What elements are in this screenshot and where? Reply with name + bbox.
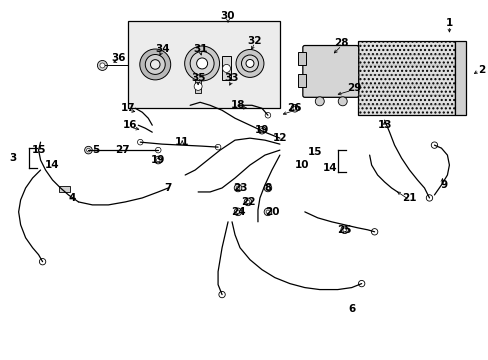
Circle shape — [290, 104, 298, 112]
Text: 36: 36 — [111, 54, 125, 63]
Text: 14: 14 — [45, 160, 60, 170]
Circle shape — [196, 58, 207, 69]
Text: 27: 27 — [115, 145, 129, 155]
Text: 19: 19 — [151, 155, 165, 165]
Bar — [297, 53, 305, 66]
Circle shape — [264, 208, 271, 216]
Text: 1: 1 — [445, 18, 452, 28]
Circle shape — [245, 59, 253, 67]
Text: 4: 4 — [69, 193, 76, 203]
Bar — [357, 41, 454, 115]
Circle shape — [265, 186, 269, 190]
Circle shape — [245, 200, 249, 204]
Text: 19: 19 — [254, 125, 268, 135]
Text: 14: 14 — [322, 163, 336, 173]
Circle shape — [140, 49, 170, 80]
Text: 5: 5 — [92, 145, 99, 155]
Text: 3: 3 — [9, 153, 16, 163]
Text: 2: 2 — [477, 66, 484, 76]
Text: 17: 17 — [121, 103, 135, 113]
Text: 26: 26 — [287, 103, 302, 113]
Circle shape — [145, 54, 165, 75]
Circle shape — [264, 112, 270, 118]
Text: 10: 10 — [294, 160, 308, 170]
Circle shape — [315, 97, 324, 106]
Circle shape — [342, 228, 346, 231]
Text: 15: 15 — [31, 145, 46, 155]
Circle shape — [236, 50, 264, 77]
Text: 6: 6 — [347, 305, 355, 315]
Circle shape — [265, 210, 269, 214]
Bar — [297, 75, 305, 87]
Circle shape — [184, 46, 219, 81]
Text: 11: 11 — [175, 137, 189, 147]
Circle shape — [264, 184, 271, 192]
Text: 23: 23 — [232, 183, 247, 193]
Circle shape — [260, 129, 263, 132]
Text: 31: 31 — [192, 44, 207, 54]
Text: 8: 8 — [264, 183, 271, 193]
Text: 29: 29 — [347, 84, 361, 93]
Circle shape — [292, 107, 296, 110]
Circle shape — [244, 198, 251, 206]
Text: 12: 12 — [272, 133, 286, 143]
Circle shape — [234, 208, 241, 216]
Circle shape — [190, 51, 214, 75]
Circle shape — [97, 60, 107, 71]
Circle shape — [84, 146, 92, 154]
Circle shape — [150, 60, 160, 69]
Circle shape — [137, 139, 143, 145]
Text: 25: 25 — [337, 225, 351, 235]
Bar — [222, 57, 230, 80]
Text: 21: 21 — [402, 193, 416, 203]
Circle shape — [234, 184, 241, 192]
Circle shape — [358, 280, 364, 287]
Text: 34: 34 — [155, 44, 169, 54]
Circle shape — [340, 226, 348, 234]
Circle shape — [86, 148, 90, 152]
Text: 24: 24 — [230, 207, 245, 217]
Circle shape — [154, 156, 162, 164]
Circle shape — [430, 142, 437, 148]
Circle shape — [219, 291, 225, 298]
Circle shape — [241, 55, 258, 72]
Circle shape — [85, 147, 91, 153]
Circle shape — [155, 147, 161, 153]
Bar — [128, 21, 279, 108]
FancyBboxPatch shape — [302, 45, 358, 97]
Circle shape — [222, 64, 230, 72]
Circle shape — [426, 195, 432, 201]
Text: 33: 33 — [224, 73, 239, 84]
Text: 15: 15 — [307, 147, 322, 157]
Circle shape — [258, 126, 265, 134]
Text: 20: 20 — [264, 207, 279, 217]
Bar — [195, 80, 201, 93]
Text: 30: 30 — [221, 11, 235, 21]
Circle shape — [194, 82, 202, 90]
Circle shape — [40, 258, 46, 265]
Text: 32: 32 — [247, 36, 262, 46]
Text: 9: 9 — [440, 180, 447, 190]
Circle shape — [236, 210, 239, 214]
Circle shape — [100, 63, 105, 68]
Text: 7: 7 — [164, 183, 172, 193]
Circle shape — [156, 158, 160, 162]
Circle shape — [215, 144, 221, 150]
Circle shape — [338, 97, 346, 106]
Text: 22: 22 — [240, 197, 255, 207]
Bar — [59, 186, 70, 192]
Text: 13: 13 — [377, 120, 391, 130]
Circle shape — [236, 186, 239, 190]
Bar — [454, 41, 466, 115]
Text: 35: 35 — [190, 73, 205, 84]
Text: 16: 16 — [123, 120, 137, 130]
Text: 18: 18 — [230, 100, 245, 110]
Text: 28: 28 — [334, 37, 348, 48]
Circle shape — [371, 229, 377, 235]
